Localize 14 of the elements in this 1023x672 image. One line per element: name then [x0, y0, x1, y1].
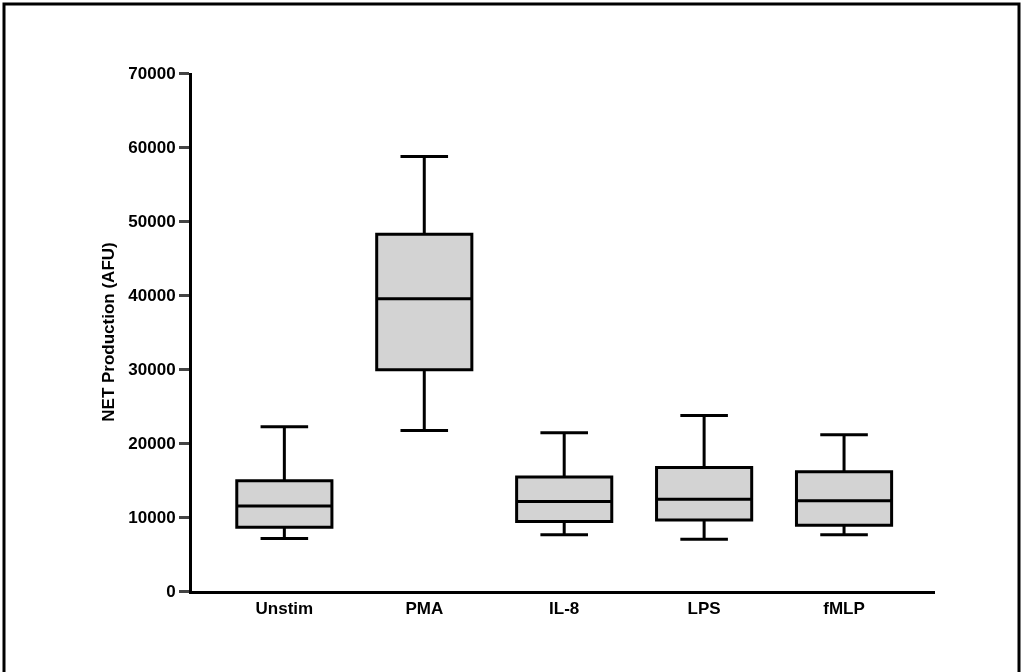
- y-axis-title: NET Production (AFU): [98, 242, 118, 422]
- x-tick-label: PMA: [405, 599, 444, 619]
- y-tick-label: 30000: [128, 359, 176, 379]
- x-tick-label: Unstim: [255, 599, 314, 619]
- x-tick-label: IL-8: [549, 599, 580, 619]
- y-tick-label: 40000: [128, 285, 176, 305]
- y-tick-label: 60000: [128, 137, 176, 157]
- y-tick-label: 70000: [128, 63, 176, 83]
- y-tick-label: 50000: [128, 211, 176, 231]
- y-tick-label: 0: [166, 581, 176, 601]
- x-tick-label: fMLP: [823, 599, 865, 619]
- y-tick-label: 20000: [128, 433, 176, 453]
- x-tick-label: LPS: [687, 599, 721, 619]
- y-tick-label: 10000: [128, 507, 176, 527]
